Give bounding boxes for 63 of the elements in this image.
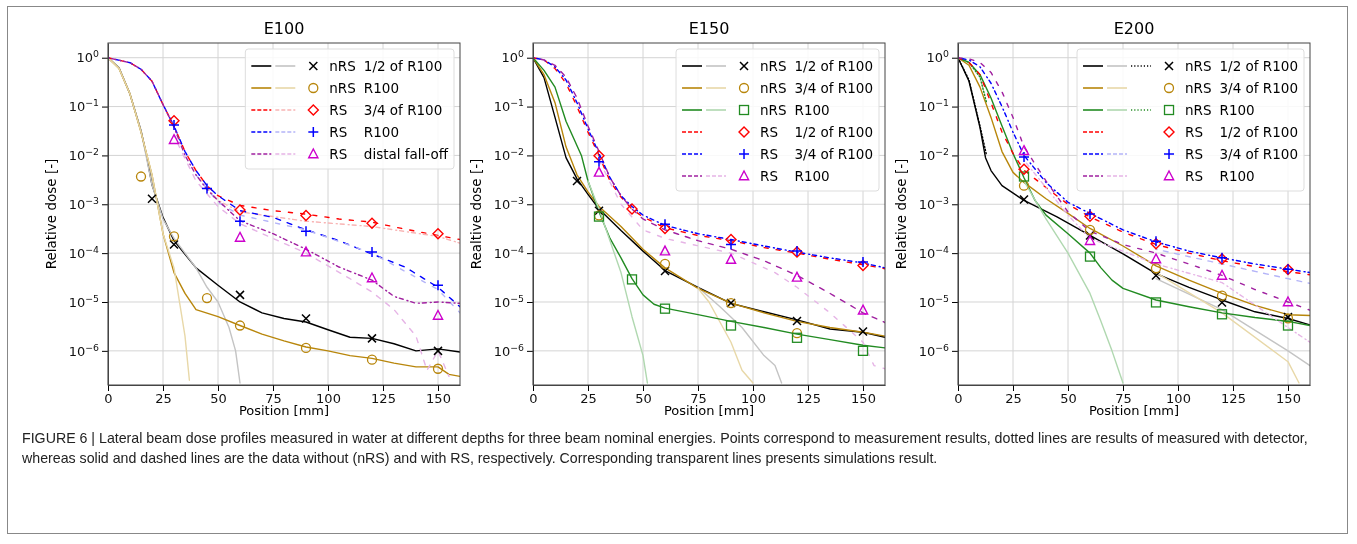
y-tick-label: 10$^{−1}$ [68,96,100,115]
x-tick-label: 150 [851,391,876,407]
text: RS 3/4 of R100 [760,146,873,162]
x-tick-label: 125 [1221,391,1246,407]
y-tick-label: 10$^{−1}$ [493,96,525,115]
text: RS distal fall-off [329,146,448,162]
text: RS 3/4 of R100 [329,102,443,118]
x-axis-title: Position [mm] [1088,403,1180,418]
y-tick-label: 10$^{−3}$ [493,194,525,212]
x-tick-label: 25 [1005,391,1022,407]
x-axis-title: Position [mm] [238,403,330,418]
legend-label: nRS R100 [329,80,399,96]
chart-title: E200 [1113,19,1155,38]
y-tick-label: 10$^{−1}$ [918,96,950,115]
y-tick-label: 10$^{0}$ [501,47,525,66]
y-tick-label: 10$^{−3}$ [918,194,950,212]
y-tick-label: 10$^{−2}$ [493,145,525,164]
text: RS R100 [760,168,830,184]
y-tick-label: 10$^{−6}$ [68,341,100,359]
text: RS R100 [329,124,399,140]
y-tick-label: 10$^{−5}$ [918,292,950,310]
y-axis-title: Realtive dose [-] [468,158,484,270]
y-tick-label: 10$^{−4}$ [68,243,100,261]
x-tick-label: 25 [580,391,597,407]
legend-label: nRS R100 [1185,102,1255,118]
legend-label: nRS 3/4 of R100 [1185,80,1298,96]
legend-label: nRS 3/4 of R100 [760,80,873,96]
legend-label: nRS 1/2 of R100 [760,58,873,74]
legend-label: nRS 1/2 of R100 [1185,58,1298,74]
text: RS 1/2 of R100 [760,124,873,140]
y-axis-title: Relative dose [-] [43,158,59,270]
y-tick-label: 10$^{−2}$ [68,145,100,164]
x-tick-label: 150 [1276,391,1301,407]
legend-label: nRS 1/2 of R100 [329,58,443,74]
chart-title: E150 [688,19,730,38]
x-tick-label: 0 [529,391,538,407]
y-tick-label: 10$^{−6}$ [493,341,525,359]
y-tick-label: 10$^{0}$ [76,47,100,66]
chart-title: E100 [263,19,305,38]
x-tick-label: 0 [954,391,963,407]
y-tick-label: 10$^{0}$ [926,47,950,66]
x-tick-label: 50 [635,391,652,407]
x-tick-label: 125 [796,391,821,407]
x-tick-label: 0 [104,391,113,407]
y-tick-label: 10$^{−3}$ [68,194,100,212]
y-tick-label: 10$^{−6}$ [918,341,950,359]
x-tick-label: 150 [426,391,451,407]
text: RS 3/4 of R100 [1185,146,1298,162]
text: RS 1/2 of R100 [1185,124,1298,140]
y-tick-label: 10$^{−4}$ [493,243,525,261]
y-tick-label: 10$^{−2}$ [918,145,950,164]
x-tick-label: 125 [371,391,396,407]
caption: FIGURE 6 | Lateral beam dose profiles measured in water at different depths for three beam nominal energies. Points correspond to measurement results, dotted lines are results of measured with detector, whereas solid and dashed lines are the data without (nRS) and with RS, respectively. Corresponding transparent lines presents simulations result. [22,429,1309,468]
text: RS R100 [1185,168,1255,184]
x-axis-title: Position [mm] [663,403,755,418]
x-tick-label: 50 [210,391,227,407]
x-tick-label: 25 [155,391,172,407]
x-tick-label: 50 [1060,391,1077,407]
y-axis-title: Relative dose [-] [893,158,909,270]
y-tick-label: 10$^{−5}$ [493,292,525,310]
y-tick-label: 10$^{−4}$ [918,243,950,261]
legend-label: nRS R100 [760,102,830,118]
y-tick-label: 10$^{−5}$ [68,292,100,310]
